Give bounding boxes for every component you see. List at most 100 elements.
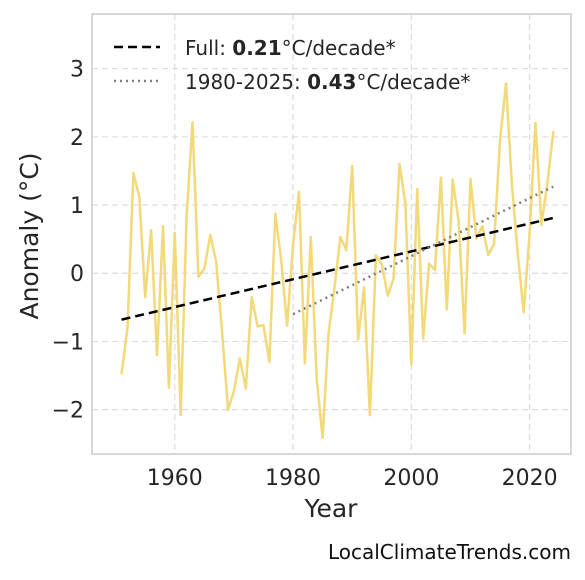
anomaly-point	[410, 363, 413, 366]
x-tick-label: 1980	[265, 466, 321, 491]
anomaly-point	[546, 182, 549, 186]
anomaly-point	[368, 413, 372, 417]
anomaly-point	[185, 215, 188, 218]
anomaly-point	[179, 413, 182, 417]
x-tick-label: 1960	[147, 466, 203, 491]
anomaly-point	[291, 242, 295, 246]
legend-full-text: Full: 0.21°C/decade*	[185, 36, 396, 60]
y-tick-label: 2	[70, 126, 84, 151]
anomaly-point	[392, 277, 395, 280]
y-tick-label: −2	[52, 399, 84, 424]
anomaly-point	[421, 337, 425, 340]
anomaly-point	[540, 223, 543, 226]
anomaly-point	[321, 436, 324, 439]
anomaly-point	[197, 275, 200, 278]
anomaly-point	[498, 139, 502, 142]
anomaly-point	[203, 267, 206, 270]
anomaly-point	[362, 286, 366, 289]
anomaly-point	[416, 188, 419, 191]
anomaly-point	[262, 323, 265, 327]
anomaly-point	[209, 233, 212, 237]
anomaly-point	[274, 212, 277, 216]
anomaly-point	[280, 259, 283, 262]
legend-recent-text: 1980-2025: 0.43°C/decade*	[185, 70, 470, 94]
legend-full-label: Full:	[185, 36, 232, 60]
legend: Full: 0.21°C/decade* 1980-2025: 0.43°C/d…	[114, 36, 470, 94]
anomaly-point	[528, 231, 531, 235]
anomaly-point	[333, 286, 336, 289]
anomaly-point	[297, 190, 301, 194]
anomaly-point	[463, 332, 466, 335]
y-tick-label: −1	[52, 330, 84, 355]
anomaly-point	[516, 252, 519, 256]
anomaly-point	[285, 324, 289, 327]
anomaly-point	[238, 357, 242, 360]
y-tick-label: 3	[70, 58, 84, 83]
full-trend-line	[121, 216, 554, 321]
anomaly-point	[451, 178, 454, 181]
anomaly-point	[226, 408, 230, 411]
anomaly-point	[126, 326, 129, 329]
anomaly-point	[315, 377, 318, 381]
anomaly-point	[356, 338, 360, 341]
tick-labels: 1960 1980 2000 2020 −2 −1 0 1 2 3	[52, 58, 558, 491]
plot-background	[92, 14, 571, 454]
anomaly-point	[268, 360, 271, 364]
anomaly-point	[256, 325, 259, 328]
anomaly-point	[167, 386, 171, 390]
anomaly-point	[439, 176, 443, 179]
anomaly-point	[492, 242, 496, 246]
anomaly-point	[398, 162, 401, 166]
anomaly-point	[534, 121, 537, 125]
anomaly-point	[469, 177, 472, 181]
anomaly-point	[380, 263, 383, 266]
anomaly-point	[214, 260, 218, 263]
legend-recent-label: 1980-2025:	[185, 70, 307, 94]
anomaly-point	[309, 235, 313, 239]
x-tick-label: 2000	[383, 466, 439, 491]
anomaly-point	[475, 237, 478, 240]
anomaly-point	[481, 224, 484, 228]
y-tick-label: 1	[70, 194, 84, 219]
anomaly-series-line	[120, 82, 555, 439]
anomaly-point	[510, 183, 514, 186]
anomaly-point	[404, 202, 407, 205]
x-axis-title: Year	[304, 494, 359, 523]
recent-trend-line	[292, 185, 554, 316]
anomaly-point	[386, 294, 389, 297]
legend-full-value: 0.21	[232, 36, 281, 60]
anomaly-point	[173, 231, 176, 235]
anomaly-point	[232, 390, 236, 393]
anomaly-point	[345, 248, 348, 252]
anomaly-point	[303, 362, 307, 365]
anomaly-point	[374, 254, 378, 257]
anomaly-point	[132, 171, 135, 175]
anomaly-point	[350, 164, 354, 168]
plot-area	[120, 82, 555, 439]
anomaly-point	[191, 121, 194, 124]
anomaly-point	[433, 268, 437, 272]
anomaly-point	[250, 295, 253, 299]
anomaly-point	[552, 130, 555, 134]
anomaly-point	[445, 308, 449, 311]
anomaly-point	[457, 219, 460, 222]
anomaly-point	[339, 235, 342, 239]
anomaly-point	[244, 387, 247, 390]
anomaly-point	[327, 332, 330, 336]
anomaly-point	[155, 353, 159, 357]
anomaly-point	[144, 295, 147, 299]
anomaly-point	[427, 262, 431, 265]
legend-recent-unit: °C/decade*	[356, 70, 470, 94]
anomaly-point	[161, 224, 165, 228]
source-footer: LocalClimateTrends.com	[327, 540, 571, 564]
anomaly-point	[487, 253, 490, 257]
plot-frame	[91, 13, 572, 455]
x-tick-label: 2020	[502, 466, 558, 491]
anomaly-point	[220, 330, 224, 334]
legend-recent-value: 0.43	[307, 70, 356, 94]
anomaly-point	[149, 229, 153, 232]
y-tick-label: 0	[70, 262, 84, 287]
anomaly-point	[504, 82, 508, 85]
anomaly-point	[522, 310, 525, 314]
